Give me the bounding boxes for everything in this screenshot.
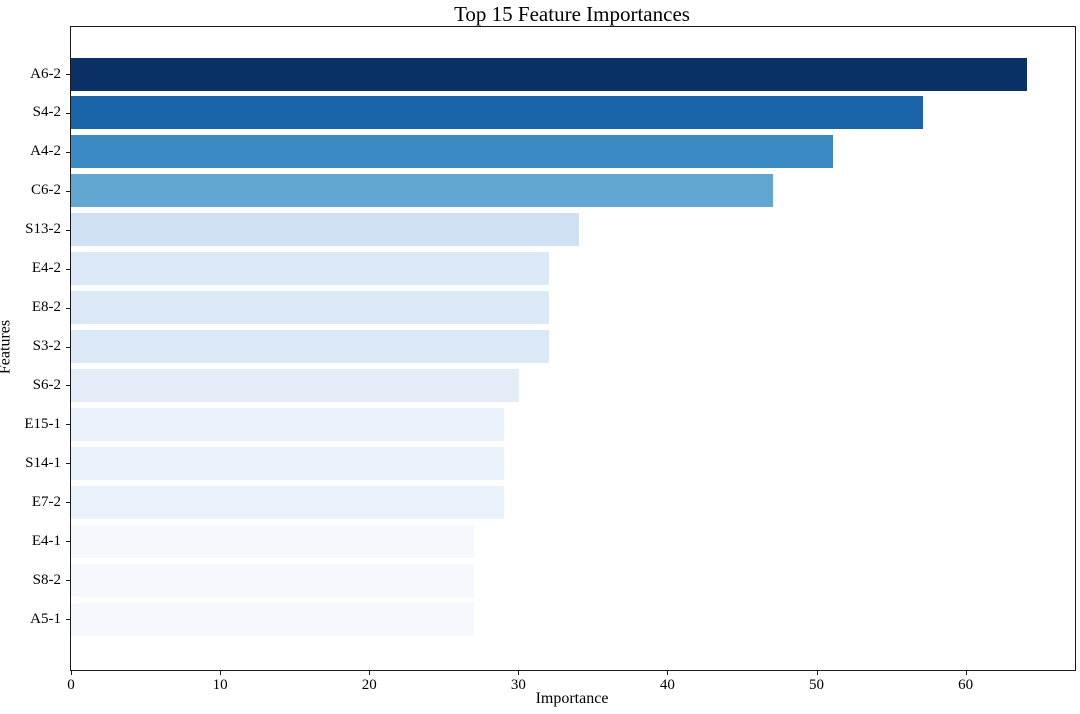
bar-E8-2	[71, 291, 550, 325]
bar-S8-2	[71, 563, 475, 597]
x-tick-mark	[965, 670, 967, 675]
x-tick-mark	[816, 670, 818, 675]
bar-E7-2	[71, 485, 505, 519]
y-tick-label-E4-2: E4-2	[31, 260, 61, 277]
y-tick-mark	[66, 502, 71, 504]
x-tick-label-20: 20	[361, 677, 377, 693]
y-tick-label-E7-2: E7-2	[31, 493, 61, 510]
y-tick-mark	[66, 112, 71, 114]
x-tick-label-10: 10	[212, 677, 228, 693]
y-tick-label-S3-2: S3-2	[32, 338, 61, 354]
y-tick-label-S6-2: S6-2	[32, 376, 61, 393]
y-tick-mark	[66, 424, 71, 426]
y-tick-mark	[66, 580, 71, 582]
x-tick-mark	[220, 670, 222, 675]
y-tick-label-A6-2: A6-2	[30, 65, 61, 82]
y-tick-mark	[66, 151, 71, 153]
x-tick-label-50: 50	[809, 677, 825, 693]
y-tick-label-E4-1: E4-1	[31, 532, 61, 549]
y-tick-mark	[66, 268, 71, 270]
y-tick-mark	[66, 463, 71, 465]
chart-title: Top 15 Feature Importances	[454, 2, 690, 26]
x-tick-label-40: 40	[659, 677, 675, 693]
bar-E15-1	[71, 407, 505, 441]
y-tick-mark	[66, 74, 71, 75]
bar-A5-1	[71, 602, 475, 636]
y-tick-mark	[66, 619, 71, 621]
y-tick-label-A4-2: A4-2	[30, 143, 61, 160]
y-tick-label-S4-2: S4-2	[32, 104, 61, 121]
x-axis-label: Importance	[535, 690, 609, 707]
y-tick-label-E8-2: E8-2	[31, 299, 61, 316]
bar-S3-2	[71, 330, 550, 363]
y-tick-mark	[66, 541, 71, 543]
y-tick-mark	[66, 307, 71, 309]
bar-C6-2	[71, 174, 774, 208]
x-tick-mark	[518, 670, 520, 675]
x-tick-label-60: 60	[958, 677, 974, 693]
bar-E4-2	[71, 252, 550, 286]
bar-E4-1	[71, 524, 475, 558]
y-tick-mark	[66, 229, 71, 231]
bar-S6-2	[71, 368, 520, 402]
y-tick-label-E15-1: E15-1	[24, 415, 61, 432]
y-tick-label-S8-2: S8-2	[32, 571, 61, 588]
y-tick-mark	[66, 385, 71, 387]
x-tick-mark	[369, 670, 371, 675]
bar-A4-2	[71, 135, 833, 169]
x-tick-mark	[667, 670, 669, 675]
y-tick-label-A5-1: A5-1	[30, 610, 61, 627]
bar-S4-2	[71, 96, 923, 130]
x-tick-label-0: 0	[67, 677, 75, 693]
bar-S13-2	[71, 213, 579, 247]
bar-S14-1	[71, 446, 505, 480]
y-tick-label-S13-2: S13-2	[25, 221, 61, 238]
bar-A6-2	[71, 57, 1028, 91]
x-tick-mark	[71, 670, 72, 675]
y-tick-label-S14-1: S14-1	[25, 454, 61, 471]
y-tick-mark	[66, 190, 71, 192]
y-tick-label-C6-2: C6-2	[31, 182, 61, 199]
y-tick-mark	[66, 346, 71, 348]
plot-area: A6-2 S4-2 A4-2 C6-2 S13-2 E4-2 E8-2 S3-2 S6-2 E15…	[24, 26, 1076, 693]
x-tick-label-30: 30	[510, 677, 526, 693]
